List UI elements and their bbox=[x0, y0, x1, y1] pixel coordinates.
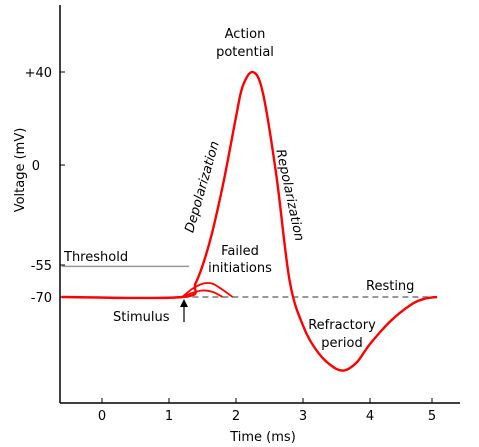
action-potential-curve bbox=[61, 70, 438, 372]
y-tick-label-minus55: -55 bbox=[31, 259, 52, 274]
threshold-label: Threshold bbox=[63, 250, 128, 265]
stimulus-label: Stimulus bbox=[113, 310, 170, 325]
x-axis-title: Time (ms) bbox=[229, 430, 296, 445]
resting-label: Resting bbox=[366, 279, 414, 294]
x-tick-label-5: 5 bbox=[428, 409, 436, 424]
depolarization-label: Depolarization bbox=[182, 140, 222, 235]
stimulus-arrow-head-icon bbox=[180, 299, 188, 307]
refractory-period-label-line1: Refractory bbox=[308, 318, 376, 333]
refractory-period-label-line2: period bbox=[321, 336, 362, 351]
action-potential-label-line1: Action bbox=[225, 27, 266, 42]
x-tick-label-1: 1 bbox=[165, 409, 173, 424]
repolarization-label: Repolarization bbox=[272, 148, 306, 243]
x-tick-label-4: 4 bbox=[366, 409, 374, 424]
y-tick-label-plus40: +40 bbox=[25, 66, 52, 81]
failed-initiations-label-line2: initiations bbox=[208, 261, 272, 276]
failed-initiation-curve bbox=[182, 289, 224, 298]
x-tick-label-2: 2 bbox=[232, 409, 240, 424]
y-tick-label-minus70: -70 bbox=[31, 291, 52, 306]
action-potential-label-line2: potential bbox=[216, 45, 274, 60]
x-tick-label-0: 0 bbox=[98, 409, 106, 424]
x-tick-label-3: 3 bbox=[299, 409, 307, 424]
y-tick-label-0: 0 bbox=[32, 159, 40, 174]
y-axis-title: Voltage (mV) bbox=[13, 128, 28, 213]
failed-initiation-curve bbox=[181, 282, 234, 298]
failed-initiations-label-line1: Failed bbox=[221, 244, 259, 259]
